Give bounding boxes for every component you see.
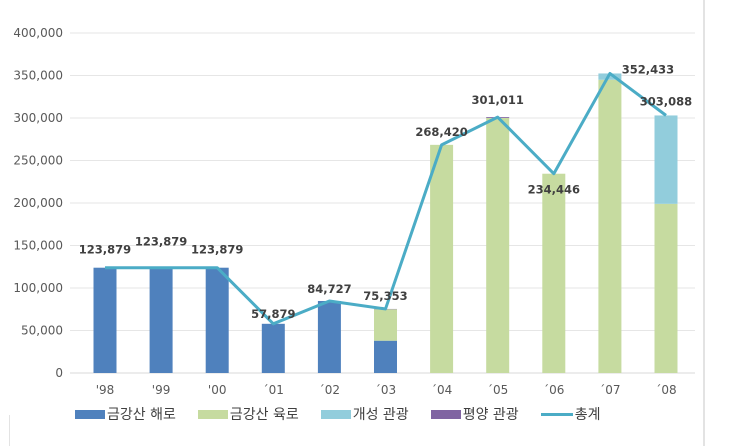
- y-tick-label: 200,000: [13, 196, 63, 210]
- total-line: [105, 71, 667, 326]
- y-tick-label: 300,000: [13, 111, 63, 125]
- legend-label: 총계: [574, 407, 601, 423]
- legend: 금강산 해로 금강산 육로 개성 관광 평양 관광 총계: [75, 404, 600, 424]
- data-label: 84,727: [307, 282, 351, 296]
- bar-segment: [205, 267, 229, 373]
- legend-swatch: [430, 409, 461, 419]
- bar-segment: [486, 118, 510, 373]
- frame-border: [703, 0, 705, 446]
- x-tick-label: ´01: [263, 383, 284, 397]
- data-label: 123,879: [79, 243, 131, 257]
- x-tick-label: ´04: [431, 383, 452, 397]
- legend-label: 평양 관광: [462, 407, 519, 423]
- bar-segment: [374, 309, 397, 341]
- legend-item: 평양 관광: [430, 404, 519, 424]
- legend-swatch: [320, 409, 351, 419]
- x-tick-label: ´05: [487, 383, 508, 397]
- data-label: 301,011: [472, 93, 524, 107]
- bar-segment: [430, 144, 454, 373]
- y-tick-label: 150,000: [13, 239, 63, 253]
- x-tick-label: ´02: [319, 383, 340, 397]
- x-tick-label: '99: [152, 383, 171, 397]
- y-tick-label: 250,000: [13, 154, 63, 168]
- bar-segment: [598, 79, 622, 373]
- x-tick-label: '00: [208, 383, 227, 397]
- y-tick-label: 100,000: [13, 281, 63, 295]
- legend-label: 개성 관광: [352, 407, 409, 423]
- y-tick-label: 50,000: [21, 324, 63, 338]
- data-label: 57,879: [251, 307, 295, 321]
- legend-swatch: [540, 412, 573, 416]
- legend-label: 금강산 해로: [107, 407, 176, 423]
- bar-segment: [654, 203, 678, 373]
- y-tick-label: 0: [55, 366, 63, 380]
- data-label: 75,353: [363, 289, 407, 303]
- legend-item: 금강산 해로: [75, 404, 176, 424]
- data-label: 352,433: [622, 62, 674, 76]
- x-tick-label: ´08: [655, 383, 676, 397]
- y-tick-label: 400,000: [13, 26, 63, 40]
- frame-border: [9, 415, 10, 446]
- legend-item: 금강산 육로: [197, 404, 299, 424]
- legend-item: 개성 관광: [320, 404, 409, 424]
- y-tick-label: 350,000: [13, 69, 63, 83]
- x-tick-label: ´03: [375, 383, 396, 397]
- bar-segment: [149, 267, 173, 373]
- bar-segment: [542, 173, 566, 373]
- data-label: 123,879: [135, 235, 187, 249]
- x-tick-label: ´07: [599, 383, 620, 397]
- legend-label: 금강산 육로: [229, 407, 299, 423]
- legend-swatch: [197, 409, 228, 419]
- data-label: 234,446: [528, 183, 580, 197]
- bar-segment: [374, 340, 397, 373]
- legend-item: 총계: [540, 404, 601, 424]
- legend-swatch: [75, 409, 105, 419]
- x-tick-label: '98: [96, 383, 115, 397]
- x-tick-label: ´06: [543, 383, 564, 397]
- bar-segment: [598, 73, 622, 80]
- data-label: 123,879: [191, 243, 243, 257]
- data-label: 268,420: [415, 125, 467, 139]
- bar-segment: [261, 323, 285, 373]
- bar-segment: [317, 300, 341, 373]
- bar-segment: [654, 115, 678, 204]
- bar-segment: [93, 267, 117, 373]
- data-label: 303,088: [640, 94, 692, 108]
